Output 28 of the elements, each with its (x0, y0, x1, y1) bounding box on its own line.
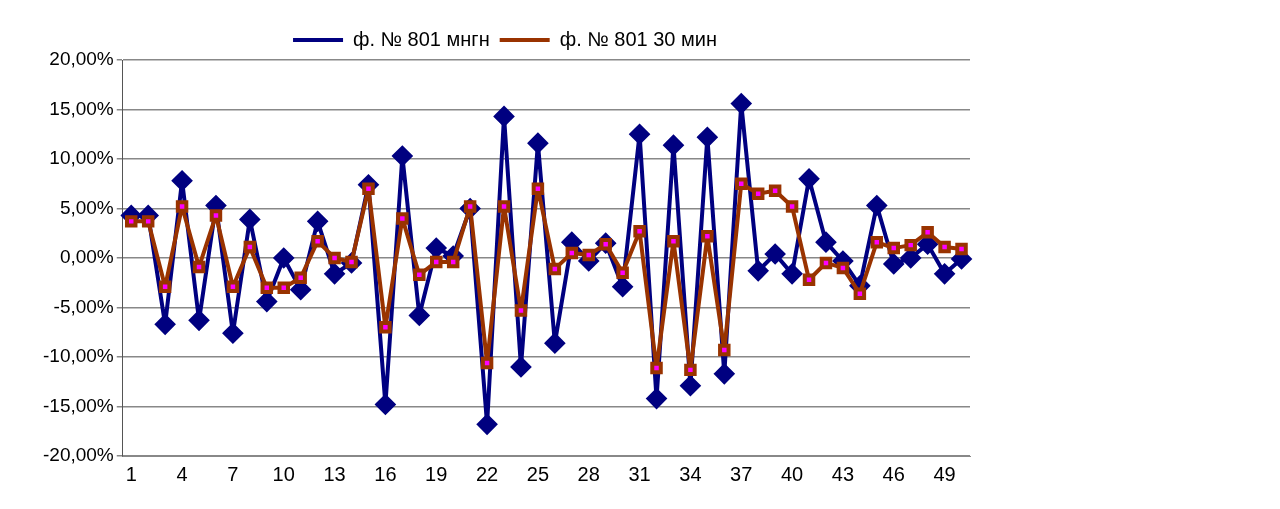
legend-label: ф. № 801 30 мин (559, 27, 717, 50)
y-tick-label: -5,00% (53, 295, 114, 317)
x-tick-label: 34 (679, 462, 702, 485)
x-tick-label: 31 (628, 462, 651, 485)
y-tick-label: 5,00% (59, 196, 114, 218)
x-tick-label: 43 (831, 462, 855, 485)
legend-label: ф. № 801 мнгн (353, 27, 490, 50)
y-tick-label: 20,00% (49, 48, 114, 70)
x-tick-label: 46 (882, 462, 905, 485)
x-tick-label: 28 (577, 462, 600, 485)
x-tick-label: 40 (780, 462, 804, 485)
x-tick-label: 13 (323, 462, 346, 485)
y-tick-label: -15,00% (42, 394, 114, 416)
x-tick-label: 7 (227, 462, 239, 485)
x-tick-label: 37 (730, 462, 753, 485)
y-tick-label: 10,00% (49, 147, 114, 169)
y-tick-label: -20,00% (42, 444, 114, 466)
x-tick-label: 19 (425, 462, 448, 485)
y-tick-label: 15,00% (49, 97, 114, 119)
x-tick-label: 49 (933, 462, 956, 485)
x-tick-label: 1 (125, 462, 137, 485)
y-tick-label: -10,00% (42, 345, 114, 367)
x-tick-label: 22 (475, 462, 499, 485)
x-tick-label: 25 (526, 462, 550, 485)
x-tick-label: 16 (374, 462, 397, 485)
x-tick-label: 4 (176, 462, 188, 485)
y-tick-label: 0,00% (59, 246, 114, 268)
x-tick-label: 10 (272, 462, 295, 485)
